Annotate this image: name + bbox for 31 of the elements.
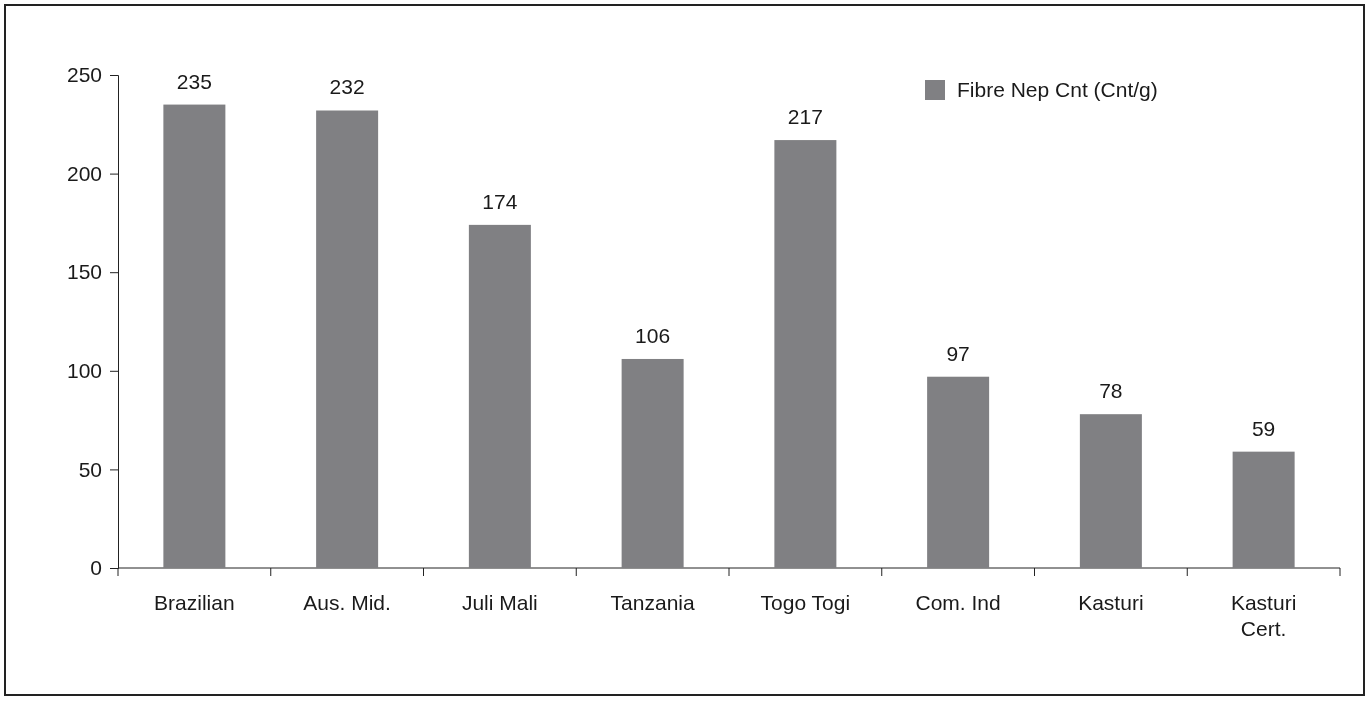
legend-label: Fibre Nep Cnt (Cnt/g) [957,78,1158,101]
data-label: 106 [635,323,671,347]
x-tick-label: Togo Togi [760,591,851,614]
x-tick-label: Brazilian [154,591,235,614]
x-tick-label: Juli Mali [461,591,538,614]
y-tick-label: 150 [66,260,102,284]
x-tick-label: Aus. Mid. [303,591,391,614]
x-tick-label: Tanzania [610,591,695,614]
data-label: 78 [1099,379,1123,403]
data-label: 217 [787,105,823,129]
y-tick-label: 100 [66,359,102,383]
bar [163,104,226,568]
x-tick-label: Kasturi [1078,591,1144,614]
data-label: 59 [1251,416,1276,440]
x-tick-label: Kasturi Cert. [1230,591,1297,641]
y-tick-label: 250 [66,63,102,87]
y-tick-label: 50 [78,457,102,481]
data-label: 97 [946,341,970,365]
data-label: 232 [329,75,365,99]
data-label: 174 [482,189,518,213]
bar [1079,414,1142,568]
bar [621,358,684,568]
y-tick-label: 0 [90,556,102,580]
x-tick-label: Com. Ind [915,591,1001,614]
bar [316,110,379,568]
bar [774,140,837,568]
bar [468,224,531,568]
bar [1232,451,1295,568]
bar [927,376,990,568]
data-label: 235 [176,69,212,93]
y-tick-label: 200 [66,161,102,185]
